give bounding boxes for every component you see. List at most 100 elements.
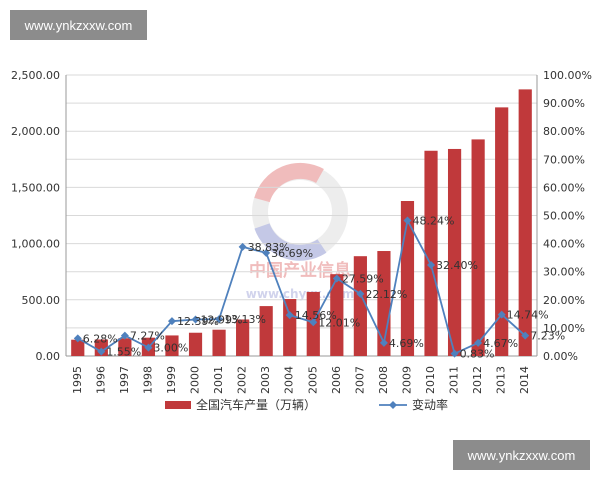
rate-data-label: 4.67% <box>483 337 518 350</box>
right-axis-tick-label: 0.00% <box>543 350 578 363</box>
bar-2006 <box>330 274 344 356</box>
right-axis-tick-label: 100.00% <box>543 69 592 82</box>
x-axis-tick-label: 2000 <box>189 366 202 394</box>
right-axis-tick-label: 20.00% <box>543 294 585 307</box>
rate-point-2013 <box>497 310 506 319</box>
rate-data-label: 32.40% <box>436 259 478 272</box>
rate-data-label: 12.39% <box>177 315 219 328</box>
rate-point-1999 <box>167 317 176 326</box>
rate-point-2003 <box>262 248 271 257</box>
x-axis-tick-label: 2010 <box>424 366 437 394</box>
x-axis-tick-label: 2003 <box>259 366 272 394</box>
rate-point-2012 <box>474 338 483 347</box>
rate-data-label: 13.13% <box>224 313 266 326</box>
bar-1995 <box>71 339 85 356</box>
rate-line <box>77 217 526 355</box>
bar-1999 <box>165 335 179 356</box>
rate-data-label: 14.74% <box>507 309 549 322</box>
legend-line-marker <box>389 401 397 409</box>
rate-data-label: 4.69% <box>389 337 424 350</box>
rate-point-2000 <box>191 315 200 324</box>
watermark-bottom: www.ynkzxxw.com <box>453 440 590 470</box>
rate-data-label: 3.00% <box>153 342 188 355</box>
left-axis-tick-label: 2,500.00 <box>11 69 60 82</box>
rate-point-2007 <box>356 289 365 298</box>
rate-data-label: 7.23% <box>530 330 565 343</box>
rate-point-2009 <box>403 216 412 225</box>
bar-2004 <box>283 299 297 356</box>
watermark-top: www.ynkzxxw.com <box>10 10 147 40</box>
x-axis-tick-label: 1995 <box>71 366 84 394</box>
x-axis-tick-label: 2008 <box>377 366 390 394</box>
rate-data-label: 12.01% <box>318 316 360 329</box>
right-axis-tick-label: 60.00% <box>543 181 585 194</box>
left-axis-tick-label: 1,500.00 <box>11 181 60 194</box>
rate-data-label: 22.12% <box>365 288 407 301</box>
x-axis-tick-label: 2004 <box>283 366 296 394</box>
legend-bar-swatch <box>165 401 191 409</box>
bar-2002 <box>236 319 250 356</box>
x-axis-tick-label: 2001 <box>212 366 225 394</box>
right-axis-tick-label: 90.00% <box>543 97 585 110</box>
rate-point-2001 <box>215 315 224 324</box>
rate-data-label: 38.83% <box>248 241 290 254</box>
rate-point-2006 <box>332 274 341 283</box>
rate-point-2011 <box>450 349 459 358</box>
x-axis-tick-label: 2002 <box>236 366 249 394</box>
x-axis-tick-label: 2014 <box>518 366 531 394</box>
x-axis-tick-label: 2006 <box>330 366 343 394</box>
legend-line-label: 变动率 <box>412 397 448 412</box>
rate-data-label: 36.69% <box>271 247 313 260</box>
x-axis-tick-label: 1998 <box>141 366 154 394</box>
right-axis-tick-label: 40.00% <box>543 238 585 251</box>
rate-data-label: 0.83% <box>460 348 495 361</box>
rate-point-2014 <box>521 331 530 340</box>
bar-2014 <box>518 89 532 356</box>
right-axis-tick-label: 10.00% <box>543 322 585 335</box>
rate-data-label: 1.55% <box>106 346 141 359</box>
bar-2012 <box>471 139 485 356</box>
right-axis-tick-label: 70.00% <box>543 153 585 166</box>
x-axis-tick-label: 2005 <box>306 366 319 394</box>
legend-bar-label: 全国汽车产量（万辆） <box>196 397 316 412</box>
rate-point-2004 <box>285 311 294 320</box>
rate-point-2010 <box>427 260 436 269</box>
x-axis-tick-label: 2013 <box>495 366 508 394</box>
right-axis-tick-label: 80.00% <box>543 125 585 138</box>
rate-data-label: 14.56% <box>295 309 337 322</box>
right-axis-tick-label: 30.00% <box>543 266 585 279</box>
bar-2000 <box>188 332 203 356</box>
x-axis-tick-label: 2011 <box>448 366 461 394</box>
bar-2007 <box>353 256 367 356</box>
rate-point-2005 <box>309 318 318 327</box>
axes: 0.00% 10.00% 20.00% 30.00% 40.00% 50.00% 60.00… <box>11 69 592 394</box>
left-axis-tick-label: 0.00 <box>36 350 61 363</box>
line-series <box>73 216 530 358</box>
rate-point-1995 <box>73 334 82 343</box>
rate-point-2002 <box>238 242 247 251</box>
data-labels: 6.28%1.55% 7.27%3.00% 12.39%12.99%13.13% 38… <box>83 214 565 360</box>
x-axis-tick-label: 1997 <box>118 366 131 394</box>
bar-2013 <box>495 107 509 356</box>
rate-data-label: 7.27% <box>130 330 165 343</box>
rate-point-1998 <box>144 343 153 352</box>
x-axis-tick-label: 1996 <box>94 366 107 394</box>
bar-1997 <box>118 338 132 356</box>
left-axis-tick-label: 500.00 <box>22 294 61 307</box>
bar-2010 <box>424 150 438 356</box>
bar-2001 <box>212 329 226 356</box>
rate-data-label: 48.24% <box>412 214 454 227</box>
left-axis-tick-label: 1,000.00 <box>11 238 60 251</box>
x-axis-tick-label: 2007 <box>353 366 366 394</box>
left-axis-tick-label: 2,000.00 <box>11 125 60 138</box>
rate-data-label: 6.28% <box>83 332 118 345</box>
x-axis-tick-label: 2012 <box>471 366 484 394</box>
rate-data-label: 27.59% <box>342 272 384 285</box>
bar-2011 <box>447 148 462 356</box>
x-axis-tick-label: 1999 <box>165 366 178 394</box>
rate-point-2008 <box>379 338 388 347</box>
x-axis-tick-label: 2009 <box>400 366 413 394</box>
rate-point-1996 <box>97 347 106 356</box>
right-axis-tick-label: 50.00% <box>543 210 585 223</box>
